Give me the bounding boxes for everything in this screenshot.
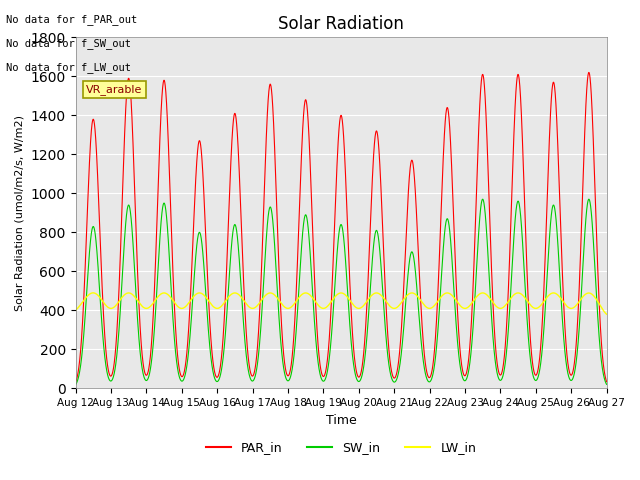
Title: Solar Radiation: Solar Radiation	[278, 15, 404, 33]
Legend: PAR_in, SW_in, LW_in: PAR_in, SW_in, LW_in	[201, 436, 481, 459]
X-axis label: Time: Time	[326, 414, 356, 427]
Text: No data for f_SW_out: No data for f_SW_out	[6, 38, 131, 49]
Y-axis label: Solar Radiation (umol/m2/s, W/m2): Solar Radiation (umol/m2/s, W/m2)	[15, 115, 25, 311]
Text: No data for f_PAR_out: No data for f_PAR_out	[6, 14, 138, 25]
Text: VR_arable: VR_arable	[86, 84, 143, 95]
Text: No data for f_LW_out: No data for f_LW_out	[6, 62, 131, 73]
